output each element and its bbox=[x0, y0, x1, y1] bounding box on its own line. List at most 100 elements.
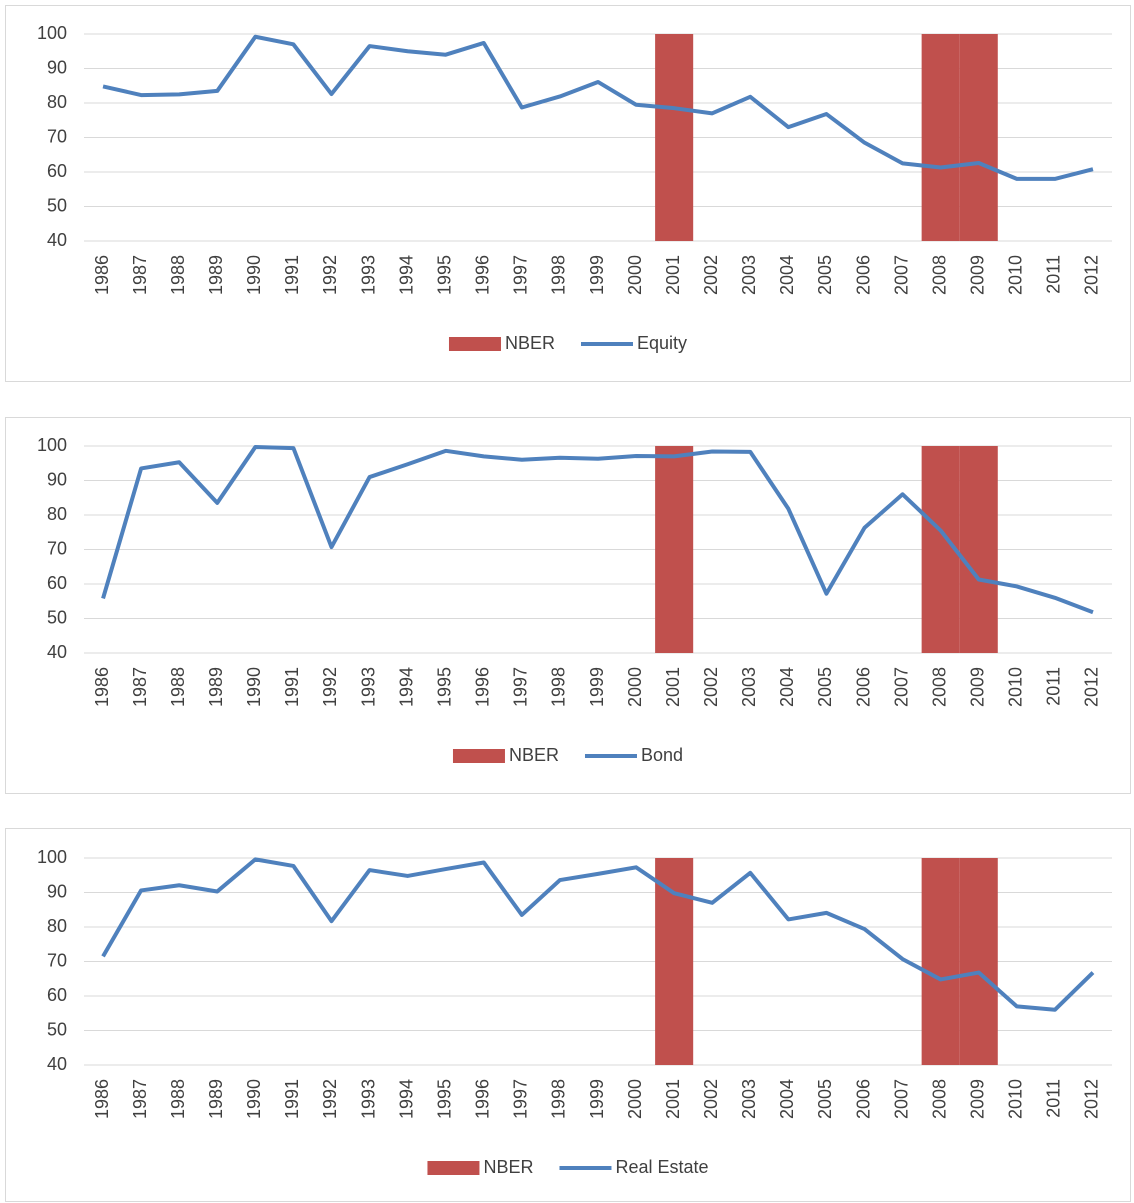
y-tick-label: 40 bbox=[47, 1054, 67, 1074]
bar bbox=[921, 34, 960, 241]
bar bbox=[655, 446, 694, 653]
x-tick-label: 1991 bbox=[282, 255, 302, 295]
x-tick-label: 2008 bbox=[929, 667, 949, 707]
x-tick-label: 2003 bbox=[739, 1079, 759, 1119]
y-tick-label: 80 bbox=[47, 916, 67, 936]
legend-label: NBER bbox=[509, 745, 559, 765]
legend-swatch bbox=[427, 1161, 480, 1175]
line bbox=[101, 445, 1094, 615]
x-tick-label: 1990 bbox=[244, 255, 264, 295]
x-tick-label: 2000 bbox=[625, 255, 645, 295]
x-tick-label: 2001 bbox=[663, 1079, 683, 1119]
x-tick-label: 1987 bbox=[130, 255, 150, 295]
x-tick-label: 2004 bbox=[777, 667, 797, 707]
legend-item: NBER bbox=[452, 745, 559, 765]
x-tick-label: 1996 bbox=[473, 1079, 493, 1119]
x-tick-label: 1994 bbox=[396, 1079, 416, 1119]
x-tick-label: 1990 bbox=[244, 667, 264, 707]
x-tick-label: 1988 bbox=[168, 667, 188, 707]
legend-item: Equity bbox=[580, 333, 687, 353]
x-tick-label: 1996 bbox=[473, 667, 493, 707]
x-tick-label: 2002 bbox=[701, 255, 721, 295]
x-tick-label: 1998 bbox=[549, 1079, 569, 1119]
x-tick-label: 1989 bbox=[206, 255, 226, 295]
x-tick-label: 1995 bbox=[434, 667, 454, 707]
x-tick-label: 2011 bbox=[1044, 1079, 1064, 1118]
y-tick-label: 70 bbox=[47, 126, 67, 146]
x-tick-label: 2007 bbox=[891, 667, 911, 707]
x-tick-label: 1986 bbox=[92, 1079, 112, 1119]
x-tick-label: 2010 bbox=[1006, 255, 1026, 295]
x-tick-label: 2007 bbox=[891, 1079, 911, 1119]
x-tick-label: 2006 bbox=[853, 667, 873, 707]
x-tick-label: 2009 bbox=[967, 255, 987, 295]
chart-frame bbox=[5, 828, 1131, 1202]
x-tick-label: 1992 bbox=[320, 255, 340, 295]
x-tick-label: 2008 bbox=[929, 1079, 949, 1119]
x-tick-label: 1991 bbox=[282, 667, 302, 707]
y-tick-label: 40 bbox=[47, 642, 67, 662]
y-tick-label: 100 bbox=[37, 23, 67, 43]
chart-frame bbox=[5, 5, 1131, 382]
y-tick-label: 60 bbox=[47, 573, 67, 593]
legend-item: NBER bbox=[427, 1157, 533, 1177]
x-tick-label: 2006 bbox=[853, 1079, 873, 1119]
x-tick-label: 1997 bbox=[511, 1079, 531, 1119]
bar bbox=[959, 858, 998, 1065]
y-tick-label: 50 bbox=[47, 195, 67, 215]
legend-label: NBER bbox=[483, 1157, 533, 1177]
x-tick-label: 1992 bbox=[320, 1079, 340, 1119]
line bbox=[101, 857, 1095, 1012]
x-tick-label: 2003 bbox=[739, 255, 759, 295]
legend-item: NBER bbox=[448, 333, 555, 353]
bar bbox=[921, 858, 960, 1065]
x-tick-label: 1987 bbox=[130, 1079, 150, 1119]
x-tick-label: 1993 bbox=[358, 255, 378, 295]
line bbox=[102, 34, 1094, 181]
chart: 40 50 60 70 80 90 100 1986 1987 1988 1989 1990 1991 1… bbox=[37, 847, 1112, 1177]
x-tick-label: 2005 bbox=[815, 667, 835, 707]
x-tick-label: 1999 bbox=[587, 255, 607, 295]
y-tick-label: 50 bbox=[47, 607, 67, 627]
chart: 40 50 60 70 80 90 100 1986 1987 1988 1989 1990 1991 1… bbox=[37, 435, 1112, 765]
chart-frame bbox=[5, 417, 1131, 794]
y-tick-label: 70 bbox=[47, 538, 67, 558]
x-tick-label: 1997 bbox=[511, 255, 531, 295]
legend-label: NBER bbox=[505, 333, 555, 353]
x-tick-label: 1995 bbox=[434, 255, 454, 295]
y-tick-label: 90 bbox=[47, 469, 67, 489]
x-tick-label: 1989 bbox=[206, 1079, 226, 1119]
y-tick-label: 100 bbox=[37, 435, 67, 455]
x-tick-label: 2006 bbox=[853, 255, 873, 295]
x-tick-label: 2003 bbox=[739, 667, 759, 707]
y-tick-label: 80 bbox=[47, 504, 67, 524]
x-tick-label: 1987 bbox=[130, 667, 150, 707]
legend-swatch bbox=[448, 337, 501, 351]
legend-label: Equity bbox=[637, 333, 687, 353]
x-tick-label: 2012 bbox=[1082, 667, 1102, 707]
y-tick-label: 40 bbox=[47, 230, 67, 250]
x-tick-label: 1994 bbox=[396, 667, 416, 707]
x-tick-label: 2012 bbox=[1082, 255, 1102, 295]
y-tick-label: 70 bbox=[47, 950, 67, 970]
x-tick-label: 2010 bbox=[1006, 667, 1026, 707]
bar bbox=[959, 34, 998, 241]
x-tick-label: 2008 bbox=[929, 255, 949, 295]
x-tick-label: 1990 bbox=[244, 1079, 264, 1119]
y-tick-label: 90 bbox=[47, 57, 67, 77]
x-tick-label: 2009 bbox=[967, 1079, 987, 1119]
x-tick-label: 1986 bbox=[92, 255, 112, 295]
x-tick-label: 2000 bbox=[625, 667, 645, 707]
y-tick-label: 90 bbox=[47, 881, 67, 901]
y-tick-label: 60 bbox=[47, 161, 67, 181]
bar bbox=[959, 446, 998, 653]
legend-item: Bond bbox=[584, 745, 683, 765]
x-tick-label: 1996 bbox=[473, 255, 493, 295]
bar bbox=[655, 858, 694, 1065]
x-tick-label: 2002 bbox=[701, 1079, 721, 1119]
x-tick-label: 2012 bbox=[1082, 1079, 1102, 1119]
x-tick-label: 1999 bbox=[587, 667, 607, 707]
x-tick-label: 2004 bbox=[777, 1079, 797, 1119]
x-tick-label: 2000 bbox=[625, 1079, 645, 1119]
chart: 40 50 60 70 80 90 100 1986 1987 1988 1989 1990 1991 1… bbox=[37, 23, 1112, 353]
